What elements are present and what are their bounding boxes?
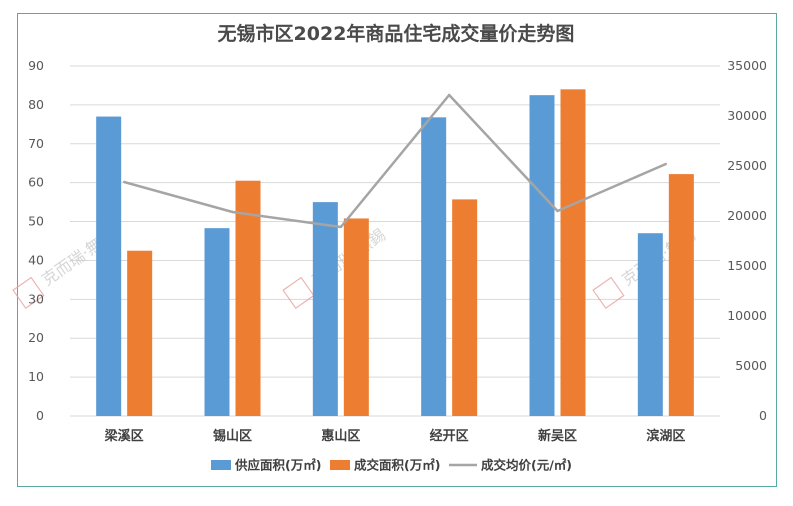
stamp-box (592, 276, 625, 310)
legend-label: 供应面积(万㎡) (234, 458, 321, 473)
stamp-box (12, 276, 45, 310)
price-line-path (123, 93, 667, 229)
deal-bar (127, 250, 153, 416)
legend-swatch (330, 460, 350, 470)
left-tick-label: 40 (28, 252, 44, 267)
left-tick-label: 30 (28, 291, 44, 306)
chart-title: 无锡市区2022年商品住宅成交量价走势图 (218, 22, 575, 45)
deal-bar (235, 180, 261, 416)
supply-bar (204, 228, 230, 416)
price-point (339, 225, 343, 229)
deal-bar (343, 218, 369, 416)
supply-bar (637, 233, 663, 416)
legend: 供应面积(万㎡) 成交面积(万㎡) 成交均价(元/㎡) (211, 458, 572, 473)
stamp-box (282, 276, 315, 310)
category-label: 梁溪区 (104, 428, 144, 444)
right-tick-label: 15000 (727, 258, 767, 273)
supply-bar (312, 202, 338, 416)
legend-label: 成交面积(万㎡) (354, 458, 440, 473)
left-tick-label: 60 (28, 175, 44, 190)
deal-bar (452, 199, 478, 416)
supply-bar (421, 117, 447, 416)
left-tick-label: 70 (28, 136, 44, 151)
category-label: 锡山区 (213, 428, 252, 444)
left-tick-label: 20 (28, 330, 44, 345)
right-tick-label: 30000 (727, 108, 767, 123)
left-tick-label: 90 (28, 58, 44, 73)
category-label: 惠山区 (321, 428, 360, 444)
category-label: 经开区 (430, 428, 469, 444)
price-point (231, 210, 234, 214)
legend-swatch (211, 460, 231, 470)
right-tick-label: 25000 (727, 158, 767, 173)
price-point (122, 180, 126, 184)
price-point (556, 209, 559, 213)
legend-label: 成交均价(元/㎡) (481, 458, 572, 473)
category-label: 新吴区 (538, 428, 577, 444)
left-axis-ticks: 0 10 20 30 40 50 60 70 80 90 (28, 58, 44, 423)
supply-bar (96, 116, 122, 417)
price-line (122, 93, 668, 229)
category-label: 滨湖区 (646, 428, 685, 444)
category-labels: 梁溪区 锡山区 惠山区 经开区 新吴区 滨湖区 (104, 428, 686, 444)
deal-bar (668, 174, 694, 416)
right-tick-label: 5000 (735, 358, 767, 373)
left-tick-label: 80 (28, 97, 44, 112)
deal-bar (560, 89, 586, 416)
price-point (447, 93, 451, 97)
gridlines (70, 65, 720, 417)
bars (96, 89, 694, 417)
right-tick-label: 35000 (727, 58, 767, 73)
left-tick-label: 10 (28, 369, 44, 384)
right-tick-label: 20000 (727, 208, 767, 223)
right-axis-ticks: 0 5000 10000 15000 20000 25000 30000 35000 (727, 58, 767, 423)
right-tick-label: 0 (759, 408, 767, 423)
left-tick-label: 50 (28, 214, 44, 229)
supply-bar (529, 95, 555, 417)
right-tick-label: 10000 (727, 308, 767, 323)
price-point (664, 162, 668, 166)
left-tick-label: 0 (36, 408, 44, 423)
